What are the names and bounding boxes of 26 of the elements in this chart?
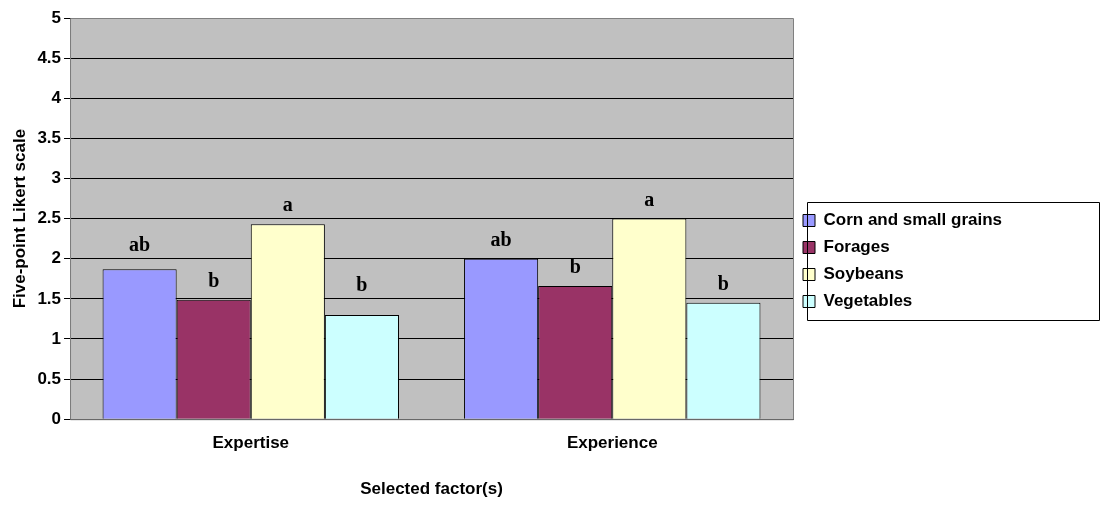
y-tick-label: 0: [51, 408, 62, 428]
data-label: b: [356, 273, 368, 296]
legend-label: Vegetables: [823, 291, 913, 311]
data-label: ab: [129, 232, 151, 255]
y-tick-label: 5: [51, 7, 62, 27]
y-tick-label: 4: [51, 87, 62, 107]
data-label: b: [208, 268, 220, 291]
y-tick-label: 0.5: [37, 368, 62, 388]
legend-label: Corn and small grains: [823, 210, 1003, 230]
data-label: ab: [490, 227, 512, 250]
y-tick-label: 4.5: [37, 47, 62, 67]
y-tick-label: 3: [51, 168, 62, 188]
legend-label: Soybeans: [823, 264, 904, 284]
y-tick-label: 2.5: [37, 208, 62, 228]
x-tick-label: Expertise: [212, 433, 290, 453]
y-axis-title: Five-point Likert scale: [9, 128, 29, 309]
x-tick-label: Experience: [566, 433, 658, 453]
data-label: b: [717, 272, 729, 295]
x-axis-title: Selected factor(s): [360, 479, 503, 499]
y-tick-label: 1: [51, 328, 62, 348]
y-tick-label: 1.5: [37, 288, 62, 308]
y-tick-label: 3.5: [37, 128, 62, 148]
y-tick-label: 2: [51, 248, 62, 268]
data-label: a: [282, 193, 293, 216]
data-label: a: [644, 187, 655, 210]
legend-label: Forages: [823, 237, 890, 257]
